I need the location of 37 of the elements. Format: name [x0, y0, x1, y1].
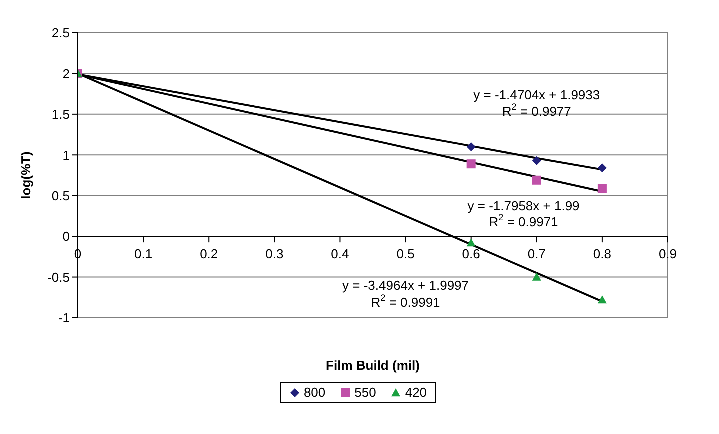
point — [466, 238, 476, 247]
point — [532, 272, 542, 281]
y-tick-label: 2 — [62, 66, 70, 82]
y-tick-label: -0.5 — [48, 270, 70, 285]
y-axis-title: log(%T) — [18, 152, 34, 200]
x-tick-label: 0.3 — [266, 246, 284, 262]
y-tick-label: 1 — [62, 148, 70, 163]
annotation: R$^{2}$ = 0.9971 — [489, 212, 558, 230]
point — [532, 156, 542, 166]
x-tick-label: 0.8 — [593, 246, 612, 262]
x-tick-label: 0.1 — [134, 246, 153, 262]
point — [598, 164, 607, 173]
point — [466, 142, 476, 152]
x-tick-label: 0.2 — [200, 246, 218, 262]
y-tick-label: 0 — [62, 229, 70, 244]
y-tick-label: -1 — [58, 310, 70, 326]
legend-label: 800 — [302, 385, 326, 400]
annotation: y = -1.7958x + 1.99 — [468, 198, 580, 214]
legend-label: 420 — [404, 385, 428, 400]
point — [466, 160, 476, 169]
x-axis-title: Film Build (mil) — [326, 358, 420, 373]
annotation: R$^{2}$ = 0.9977 — [502, 102, 572, 120]
x-tick-label: 0.5 — [396, 246, 415, 262]
point — [598, 296, 607, 304]
x-tick-label: 0.6 — [462, 246, 480, 262]
point — [598, 184, 607, 194]
y-tick-label: 0.5 — [52, 188, 70, 204]
x-tick-label: 0.9 — [658, 246, 678, 262]
point — [532, 176, 542, 185]
x-tick-label: 0.4 — [331, 246, 350, 262]
x-tick-label: 0.7 — [528, 246, 546, 262]
legend-label: 550 — [354, 385, 376, 400]
annotation: y = -1.4704x + 1.9933 — [474, 88, 600, 103]
y-tick-label: 2.5 — [52, 26, 70, 41]
annotation: y = -3.4964x + 1.9997 — [342, 278, 470, 294]
annotation: R$^{2}$ = 0.9991 — [371, 294, 440, 311]
y-tick-label: 1.5 — [52, 107, 70, 122]
